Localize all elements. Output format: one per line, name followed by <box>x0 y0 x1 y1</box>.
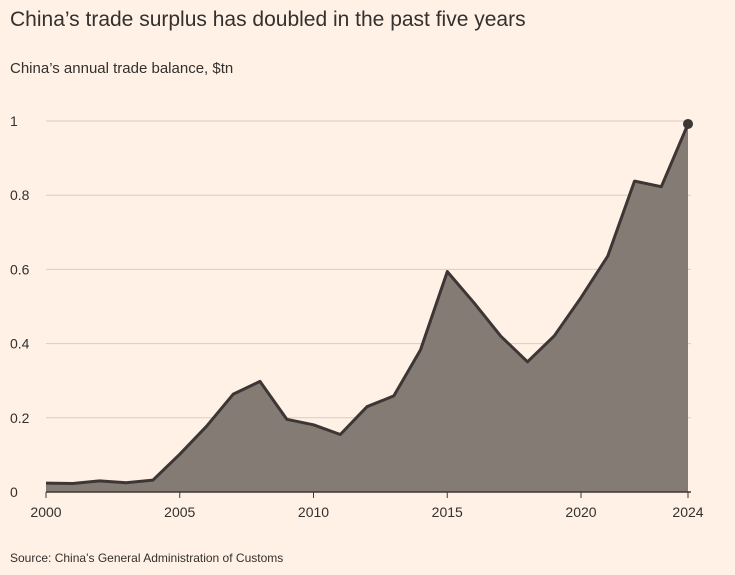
x-tick-label: 2005 <box>164 504 195 520</box>
chart-subtitle: China’s annual trade balance, $tn <box>10 60 234 77</box>
x-tick-label: 2020 <box>565 504 596 520</box>
y-axis-tick-labels: 0 0.2 0.4 0.6 0.8 1 <box>10 113 30 500</box>
latest-value-marker <box>683 118 693 129</box>
trade-balance-line <box>45 123 690 485</box>
x-axis: 2000 2005 2010 2015 2020 2024 <box>30 491 704 520</box>
source-note: Source: China’s General Administration o… <box>10 551 284 565</box>
x-tick-label: 2015 <box>432 504 463 520</box>
y-tick-label: 0 <box>10 484 18 500</box>
y-tick-label: 1 <box>10 113 18 129</box>
x-tick-label: 2010 <box>298 504 329 520</box>
y-tick-label: 0.2 <box>10 410 30 426</box>
y-tick-label: 0.8 <box>10 187 30 203</box>
x-tick-label: 2000 <box>30 504 61 520</box>
x-tick-label: 2024 <box>672 504 703 520</box>
chart-title: China’s trade surplus has doubled in the… <box>10 8 526 31</box>
y-tick-label: 0.6 <box>10 261 30 277</box>
y-tick-label: 0.4 <box>10 336 30 352</box>
trade-balance-area <box>46 124 688 492</box>
